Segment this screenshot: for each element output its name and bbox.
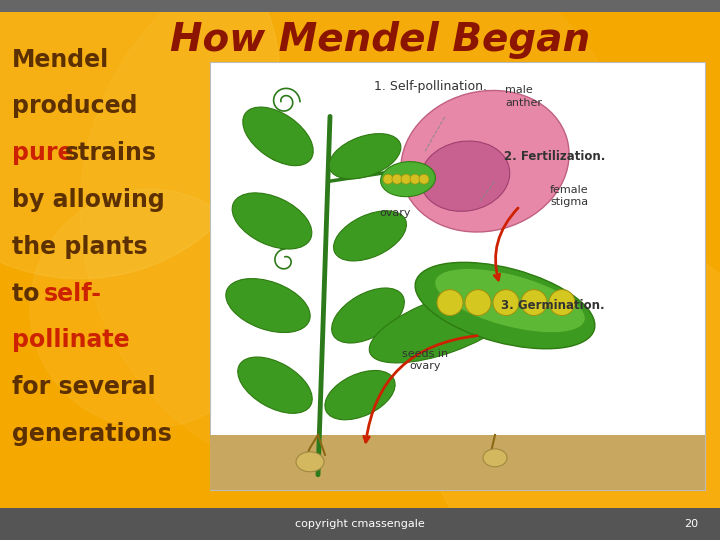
Ellipse shape [238, 357, 312, 413]
Circle shape [419, 174, 429, 184]
Circle shape [521, 289, 547, 315]
Ellipse shape [369, 288, 521, 363]
Ellipse shape [332, 288, 405, 343]
Circle shape [0, 0, 280, 279]
Circle shape [392, 174, 402, 184]
Text: 1. Self-pollination.: 1. Self-pollination. [374, 80, 487, 93]
Text: produced: produced [12, 94, 138, 118]
Text: the plants: the plants [12, 235, 148, 259]
Ellipse shape [232, 193, 312, 249]
Text: 2. Fertilization.: 2. Fertilization. [503, 150, 605, 163]
Text: seeds in
ovary: seeds in ovary [402, 349, 448, 372]
Circle shape [30, 189, 270, 428]
Ellipse shape [381, 161, 436, 197]
Text: strains: strains [65, 141, 157, 165]
Ellipse shape [296, 452, 324, 472]
Circle shape [549, 289, 575, 315]
Ellipse shape [401, 91, 569, 232]
Circle shape [80, 0, 640, 488]
Text: copyright cmassengale: copyright cmassengale [295, 519, 425, 529]
Text: 3. Germination.: 3. Germination. [501, 299, 605, 312]
Circle shape [383, 174, 393, 184]
Ellipse shape [329, 133, 401, 179]
Text: by allowing: by allowing [12, 188, 165, 212]
Text: pure: pure [12, 141, 82, 165]
Bar [210, 435, 705, 490]
Circle shape [493, 289, 519, 315]
Ellipse shape [333, 211, 407, 261]
Ellipse shape [435, 268, 585, 333]
Text: for several: for several [12, 375, 156, 399]
Ellipse shape [483, 449, 507, 467]
Circle shape [437, 289, 463, 315]
Text: pollinate: pollinate [12, 328, 130, 353]
Ellipse shape [415, 262, 595, 349]
Bar [0, 0, 720, 12]
Text: to: to [12, 282, 48, 306]
Ellipse shape [226, 279, 310, 333]
Circle shape [401, 174, 411, 184]
Circle shape [420, 229, 720, 540]
Circle shape [410, 174, 420, 184]
Text: How Mendel Began: How Mendel Began [170, 21, 590, 59]
Ellipse shape [325, 370, 395, 420]
Text: ovary: ovary [379, 208, 410, 218]
Ellipse shape [243, 107, 313, 166]
Text: self-: self- [44, 282, 102, 306]
Ellipse shape [420, 141, 510, 211]
Text: female
stigma: female stigma [550, 185, 589, 207]
Text: 20: 20 [684, 519, 698, 529]
Bar [210, 62, 705, 490]
Text: Mendel: Mendel [12, 48, 109, 72]
Circle shape [465, 289, 491, 315]
Text: generations: generations [12, 422, 172, 446]
Text: male
anther: male anther [505, 85, 542, 108]
